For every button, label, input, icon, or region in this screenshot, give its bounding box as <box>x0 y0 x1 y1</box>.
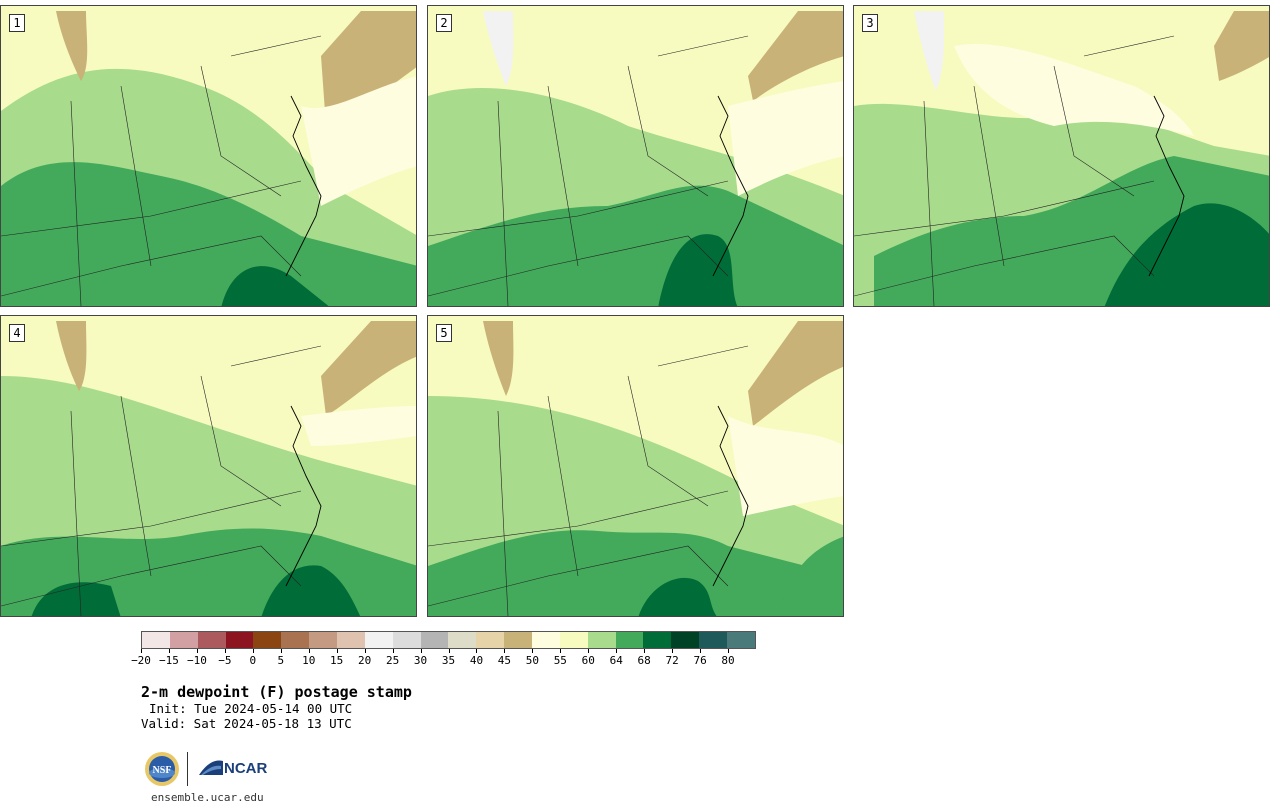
colorbar-segment <box>169 632 198 648</box>
ncar-logo <box>199 760 223 775</box>
ncar-logo-text: NCAR <box>224 760 268 777</box>
colorbar-segment <box>281 632 310 648</box>
colorbar-segment <box>587 632 616 648</box>
panel-number: 3 <box>862 14 878 32</box>
colorbar-tick <box>644 649 646 653</box>
colorbar-segment <box>364 632 393 648</box>
colorbar-tick-label: 72 <box>665 654 679 667</box>
colorbar-tick-label: 35 <box>441 654 456 667</box>
colorbar-segment <box>671 632 700 648</box>
colorbar-tick <box>141 649 142 653</box>
colorbar-tick <box>560 649 562 653</box>
colorbar-segment <box>504 632 533 648</box>
colorbar-tick-label: 55 <box>553 654 567 667</box>
site-url: ensemble.ucar.edu <box>151 791 264 804</box>
nsf-logo-text: NSF <box>153 765 172 776</box>
panel-number: 4 <box>9 324 25 342</box>
panel-number: 2 <box>436 14 452 32</box>
dewpoint-map-5 <box>428 316 843 616</box>
colorbar-tick-label: −20 <box>131 654 151 667</box>
dewpoint-map-4 <box>1 316 416 616</box>
colorbar-tick-label: 40 <box>469 654 484 667</box>
colorbar-tick-label: 30 <box>413 654 428 667</box>
map-panel-2: 2 <box>427 5 844 307</box>
colorbar-tick-label: 64 <box>609 654 623 667</box>
colorbar-tick <box>728 649 730 653</box>
colorbar-tick-label: −15 <box>159 654 179 667</box>
colorbar-tick <box>196 649 198 653</box>
colorbar-segment <box>309 632 338 648</box>
colorbar-tick <box>168 649 170 653</box>
colorbar <box>141 631 756 649</box>
colorbar-tick <box>616 649 618 653</box>
colorbar-tick <box>672 649 674 653</box>
colorbar-tick-label: 60 <box>581 654 595 667</box>
panel-number: 5 <box>436 324 452 342</box>
colorbar-tick-label: 15 <box>330 654 344 667</box>
colorbar-tick <box>700 649 702 653</box>
colorbar-tick-label: −10 <box>186 654 207 667</box>
init-time: Init: Tue 2024-05-14 00 UTC <box>149 701 353 716</box>
colorbar-tick-label: 20 <box>358 654 372 667</box>
colorbar-tick-label: 45 <box>497 654 512 667</box>
colorbar-tick <box>504 649 506 653</box>
map-panel-3: 3 <box>853 5 1270 307</box>
colorbar-segment <box>253 632 282 648</box>
nsf-logo: NSF <box>145 752 179 786</box>
map-panel-4: 4 <box>0 315 417 617</box>
colorbar-tick <box>448 649 450 653</box>
colorbar-tick <box>308 649 310 653</box>
colorbar-segment <box>225 632 254 648</box>
colorbar-tick-label: 0 <box>249 654 257 667</box>
colorbar-segment <box>448 632 477 648</box>
colorbar-segment <box>392 632 421 648</box>
colorbar-tick-label: 25 <box>385 654 400 667</box>
dewpoint-map-2 <box>428 6 843 306</box>
colorbar-tick <box>364 649 366 653</box>
colorbar-tick <box>588 649 590 653</box>
colorbar-segment <box>727 632 755 648</box>
panel-number: 1 <box>9 14 25 32</box>
colorbar-tick <box>224 649 226 653</box>
colorbar-tick <box>392 649 394 653</box>
colorbar-tick <box>336 649 338 653</box>
colorbar-tick-label: 5 <box>277 654 285 667</box>
colorbar-segment <box>476 632 505 648</box>
colorbar-segment <box>337 632 365 648</box>
colorbar-tick <box>532 649 534 653</box>
colorbar-segment <box>699 632 728 648</box>
colorbar-segment <box>615 632 644 648</box>
map-panel-5: 5 <box>427 315 844 617</box>
colorbar-tick-label: 76 <box>693 654 707 667</box>
map-panel-1: 1 <box>0 5 417 307</box>
colorbar-tick-label: 10 <box>302 654 316 667</box>
colorbar-tick <box>252 649 254 653</box>
colorbar-ticks: −20 −15 −10 −5 0 5 10 15 20 25 30 35 40 45 50 55 60 64 68 7… <box>131 649 756 669</box>
colorbar-tick <box>280 649 282 653</box>
colorbar-segment <box>142 632 170 648</box>
valid-time: Valid: Sat 2024-05-18 13 UTC <box>141 716 352 731</box>
colorbar-segment <box>643 632 672 648</box>
logo-divider <box>187 752 188 786</box>
colorbar-segment <box>559 632 588 648</box>
dewpoint-map-1 <box>1 6 416 306</box>
chart-title: 2-m dewpoint (F) postage stamp <box>141 683 412 701</box>
colorbar-segment <box>420 632 449 648</box>
colorbar-tick <box>420 649 422 653</box>
colorbar-tick-label: −5 <box>218 654 232 667</box>
colorbar-tick-label: 50 <box>525 654 539 667</box>
colorbar-tick-label: 68 <box>637 654 651 667</box>
colorbar-tick <box>476 649 478 653</box>
colorbar-segment <box>532 632 560 648</box>
dewpoint-map-3 <box>854 6 1269 306</box>
colorbar-tick-label: 80 <box>721 654 735 667</box>
colorbar-segment <box>197 632 226 648</box>
